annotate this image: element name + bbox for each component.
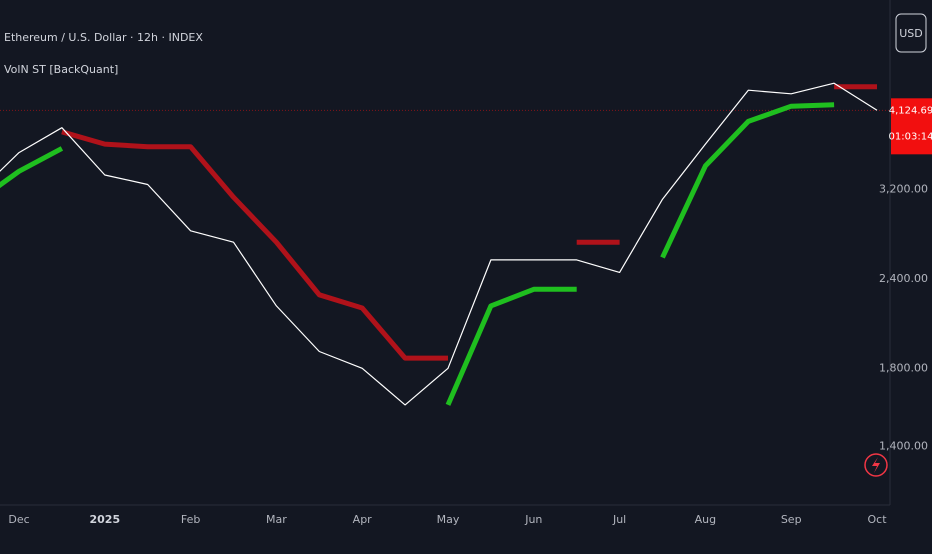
x-tick-label: Oct	[867, 513, 887, 526]
x-tick-label: Dec	[8, 513, 29, 526]
x-tick-label: Apr	[353, 513, 373, 526]
x-tick-label: Feb	[181, 513, 200, 526]
alert-icon[interactable]	[864, 453, 888, 477]
plot-area	[0, 82, 890, 406]
x-tick-label: Jul	[612, 513, 626, 526]
indicator-name: VolN ST [BackQuant]	[4, 63, 118, 76]
last-price-label: 4,124.69	[889, 105, 932, 116]
currency[interactable]: USD	[899, 27, 923, 40]
series-line	[0, 82, 878, 406]
y-tick-label: 3,200.00	[879, 182, 928, 195]
x-tick-label: Sep	[781, 513, 802, 526]
x-tick-label: Mar	[266, 513, 287, 526]
x-tick-label: Jun	[524, 513, 542, 526]
y-tick-label: 1,800.00	[879, 361, 928, 374]
chart-title: Ethereum / U.S. Dollar · 12h · INDEX	[4, 31, 203, 44]
x-tick-label: 2025	[89, 513, 120, 526]
x-tick-label: May	[437, 513, 460, 526]
x-tick-label: Aug	[695, 513, 716, 526]
series-line	[0, 102, 835, 406]
countdown: 01:03:14	[889, 131, 932, 142]
currency-button[interactable]	[895, 13, 927, 53]
y-tick-label: 2,400.00	[879, 272, 928, 285]
last-price-box	[891, 98, 932, 155]
series-line	[61, 84, 877, 361]
y-tick-label: 1,400.00	[879, 439, 928, 452]
alert-icon[interactable]	[872, 457, 880, 473]
